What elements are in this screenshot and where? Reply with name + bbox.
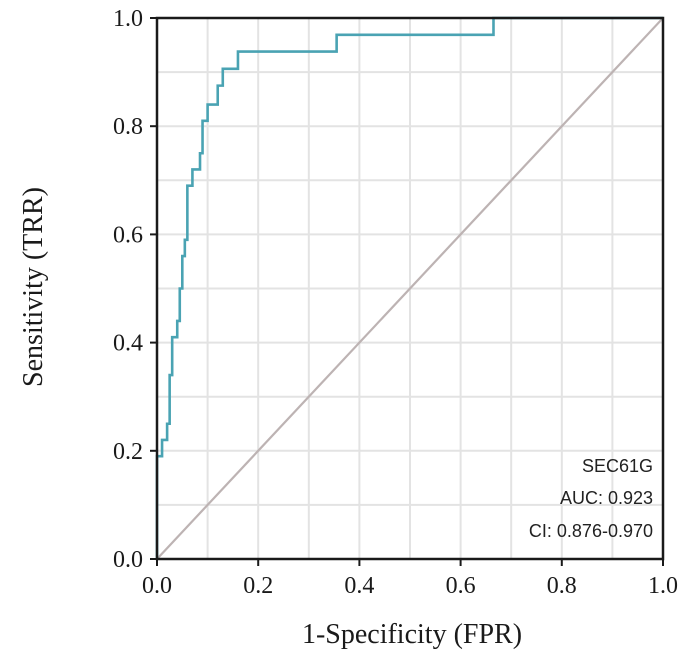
x-axis-ticks: 0.0 0.2 0.4 0.6 0.8 1.0: [142, 559, 678, 599]
diagonal-line: [156, 17, 664, 560]
y-tick-label: 1.0: [113, 6, 143, 32]
x-tick-label: 0.4: [344, 573, 374, 599]
y-axis-ticks: 0.0 0.2 0.4 0.6 0.8 1.0: [113, 6, 157, 573]
roc-line: [155, 16, 663, 559]
x-tick-label: 0.0: [142, 573, 172, 599]
y-tick-label: 0.0: [113, 547, 143, 573]
y-axis-title: Sensitivity (TRR): [18, 187, 49, 387]
auc-label: AUC: 0.923: [560, 488, 653, 508]
x-axis-title: 1-Specificity (FPR): [302, 619, 522, 650]
y-tick-label: 0.8: [113, 114, 143, 140]
x-tick-label: 0.6: [446, 573, 476, 599]
x-tick-label: 0.8: [547, 573, 577, 599]
ci-label: CI: 0.876-0.970: [529, 521, 653, 541]
roc-curve: [155, 16, 663, 559]
y-tick-label: 0.6: [113, 222, 143, 248]
y-tick-label: 0.2: [113, 439, 143, 465]
x-tick-label: 1.0: [648, 573, 678, 599]
plot-frame: [155, 16, 665, 561]
x-tick-label: 0.2: [243, 573, 273, 599]
grid: [157, 18, 663, 559]
model-name-label: SEC61G: [582, 456, 653, 476]
reference-diagonal: [156, 17, 664, 560]
y-tick-label: 0.4: [113, 331, 143, 357]
